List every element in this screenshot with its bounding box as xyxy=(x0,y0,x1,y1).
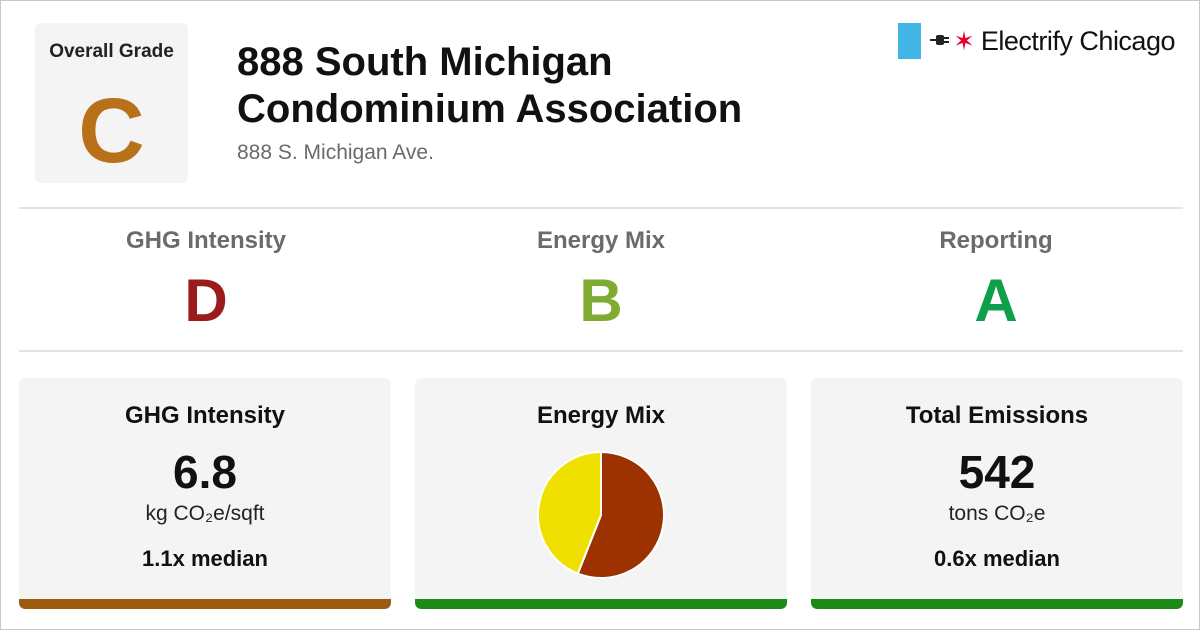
divider-top xyxy=(19,207,1183,209)
total-card-bar xyxy=(811,599,1183,609)
subgrade-reporting-letter: A xyxy=(974,267,1018,334)
star-icon: ✶ xyxy=(953,26,975,56)
mix-card-bar xyxy=(415,599,787,609)
building-address: 888 S. Michigan Ave. xyxy=(237,141,434,164)
building-name: 888 South Michigan Condominium Associati… xyxy=(237,40,743,131)
plug-icon xyxy=(929,31,951,52)
energy-mix-pie xyxy=(537,450,665,579)
total-card-title: Total Emissions xyxy=(905,402,1089,429)
total-card-value: 542 xyxy=(958,446,1036,498)
total-card-unit: tons CO₂e xyxy=(948,502,1046,525)
flag-bar-icon xyxy=(898,23,922,59)
subgrade-ghg-label: GHG Intensity xyxy=(125,227,287,254)
subgrade-energy-mix-letter: B xyxy=(579,267,623,334)
subgrade-reporting: Reporting A xyxy=(826,227,1166,335)
overall-grade-box: Overall Grade C xyxy=(35,23,188,183)
mix-card-title: Energy Mix xyxy=(536,402,666,429)
subgrade-ghg: GHG Intensity D xyxy=(36,227,376,335)
total-card-median: 0.6x median xyxy=(934,546,1060,571)
ghg-card-unit: kg CO₂e/sqft xyxy=(145,502,265,525)
overall-grade-label: Overall Grade xyxy=(49,41,174,62)
subgrade-energy-mix-label: Energy Mix xyxy=(536,227,666,254)
overall-grade-letter: C xyxy=(78,80,145,182)
subgrade-reporting-label: Reporting xyxy=(939,227,1053,254)
ghg-card-median: 1.1x median xyxy=(142,546,268,571)
brand-name: Electrify Chicago xyxy=(980,25,1176,56)
ghg-card-bar xyxy=(19,599,391,609)
energy-mix-card: Energy Mix xyxy=(415,378,787,609)
brand-logo[interactable]: ✶ Electrify Chicago xyxy=(898,23,1176,59)
ghg-intensity-card: GHG Intensity 6.8 kg CO₂e/sqft 1.1x medi… xyxy=(19,378,391,609)
ghg-card-title: GHG Intensity xyxy=(124,402,286,429)
ghg-card-value: 6.8 xyxy=(173,446,237,498)
subgrade-energy-mix: Energy Mix B xyxy=(431,227,771,335)
subgrade-ghg-letter: D xyxy=(184,267,228,334)
total-emissions-card: Total Emissions 542 tons CO₂e 0.6x media… xyxy=(811,378,1183,609)
divider-middle xyxy=(19,350,1183,352)
pie-slice-1 xyxy=(537,450,602,575)
pie-slice-0 xyxy=(576,450,665,579)
